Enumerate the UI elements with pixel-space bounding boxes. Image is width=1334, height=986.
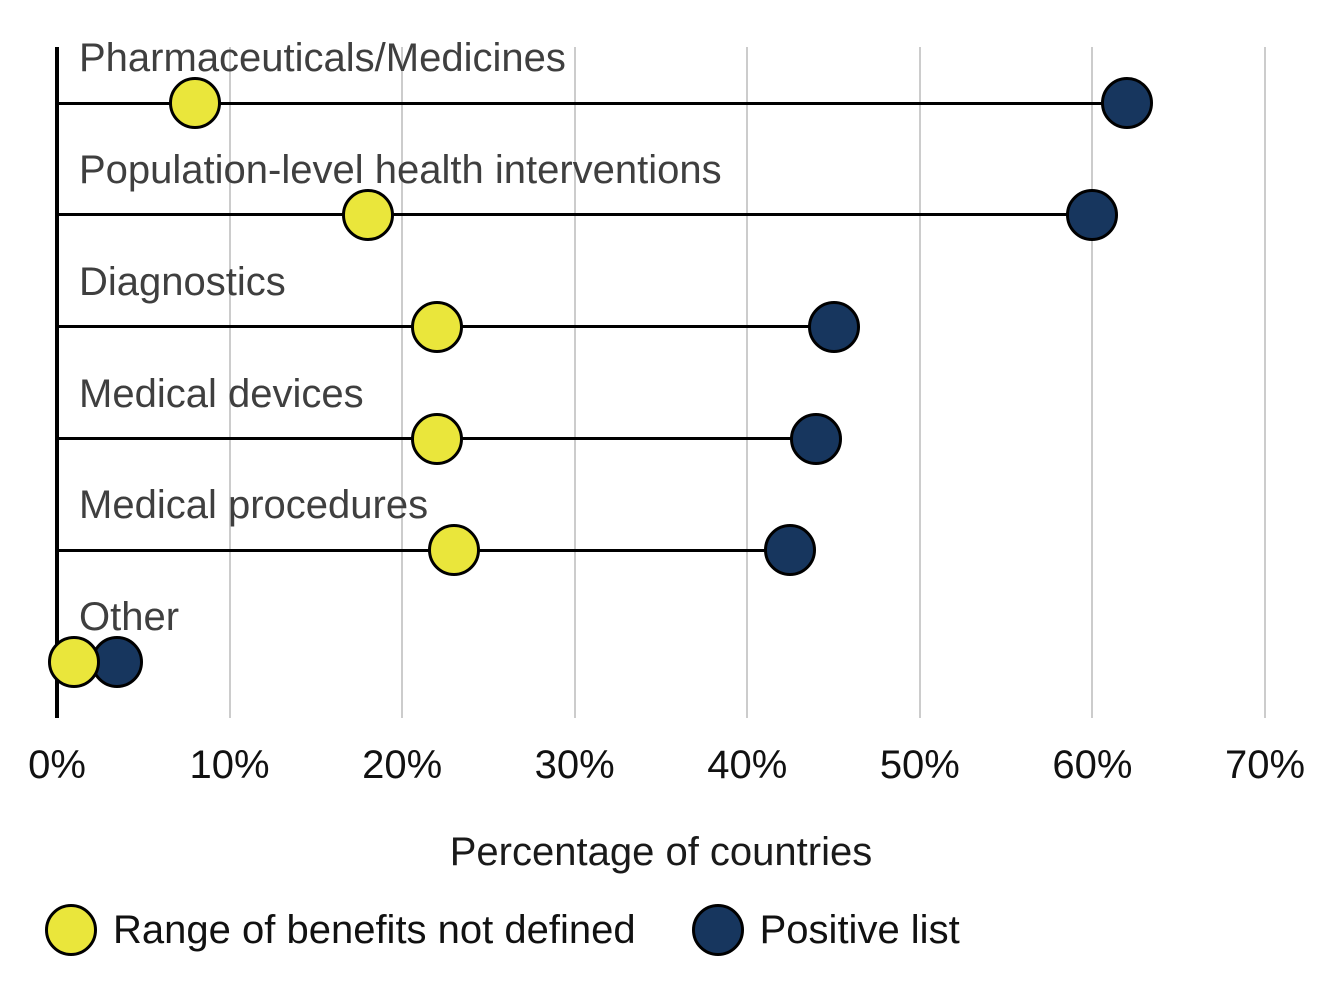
range-not-defined-dot bbox=[410, 300, 463, 353]
positive-list-dot bbox=[764, 524, 817, 577]
range-not-defined-dot bbox=[341, 188, 394, 241]
gridline bbox=[1264, 47, 1266, 718]
gridline bbox=[573, 47, 576, 718]
positive-list-dot bbox=[1100, 77, 1153, 129]
positive-list-dot bbox=[790, 412, 843, 465]
gridline bbox=[401, 47, 404, 718]
range-not-defined-dot bbox=[169, 77, 222, 129]
legend-label-positive-list: Positive list bbox=[759, 907, 960, 952]
x-tick-label: 0% bbox=[28, 743, 86, 787]
category-label: Diagnostics bbox=[79, 259, 286, 304]
x-tick-label: 10% bbox=[189, 743, 270, 787]
gridline bbox=[918, 47, 921, 718]
x-tick-label: 50% bbox=[879, 743, 960, 787]
x-tick-label: 60% bbox=[1052, 743, 1133, 787]
category-label: Pharmaceuticals/Medicines bbox=[79, 36, 566, 80]
legend-item-range-not-defined: Range of benefits not defined bbox=[45, 904, 636, 956]
connector-line bbox=[57, 213, 1093, 217]
x-axis-title: Percentage of countries bbox=[449, 830, 873, 874]
positive-list-dot bbox=[1066, 188, 1119, 241]
gridline bbox=[228, 47, 231, 718]
positive-list-dot bbox=[807, 300, 860, 353]
legend-navy-marker-icon bbox=[691, 904, 744, 956]
connector-line bbox=[57, 548, 791, 552]
category-label: Population-level health interventions bbox=[79, 147, 722, 192]
legend-label-range-not-defined: Range of benefits not defined bbox=[113, 907, 636, 952]
x-tick-label: 30% bbox=[534, 743, 615, 787]
x-tick-label: 70% bbox=[1224, 743, 1306, 787]
legend-item-positive-list: Positive list bbox=[691, 904, 960, 956]
legend: Range of benefits not defined Positive l… bbox=[45, 904, 960, 956]
range-not-defined-dot bbox=[427, 524, 480, 577]
gridline bbox=[746, 47, 749, 718]
category-label: Medical procedures bbox=[79, 483, 429, 528]
legend-yellow-marker-icon bbox=[45, 904, 97, 956]
category-label: Medical devices bbox=[79, 371, 364, 416]
connector-line bbox=[57, 101, 1127, 105]
x-tick-label: 20% bbox=[362, 743, 443, 787]
range-not-defined-dot bbox=[48, 636, 101, 689]
gridline bbox=[1091, 47, 1094, 718]
y-axis-line bbox=[55, 47, 59, 718]
range-not-defined-dot bbox=[410, 412, 463, 465]
category-label: Other bbox=[79, 595, 180, 640]
x-tick-label: 40% bbox=[707, 743, 788, 787]
